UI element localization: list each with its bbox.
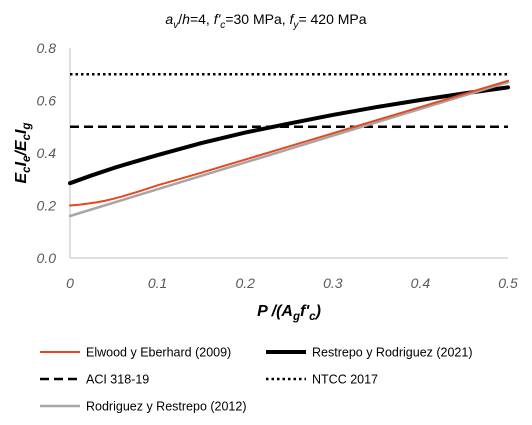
chart-title-text: av/h=4, f'c=30 MPa, fy= 420 MPa [165,11,366,31]
x-tick-label: 0.1 [148,275,167,291]
series-line-4 [68,80,510,218]
axes [69,48,508,259]
series-line-1 [68,85,510,186]
x-axis-title: P /(Agf'c) [257,303,321,323]
y-tick-label: 0.4 [37,145,57,161]
y-axis-title-text: EcIe/EcIg [13,123,33,184]
x-tick-label: 0.4 [411,275,431,291]
series-line-0 [69,79,509,207]
x-tick-label: 0 [66,275,74,291]
x-axis-title-text: P /(Agf'c) [257,303,321,323]
legend-label: Elwood y Eberhard (2009) [86,346,231,360]
legend-label: ACI 318-19 [86,373,149,387]
y-tick-label: 0.8 [37,40,57,56]
legend-label: Rodriguez y Restrepo (2012) [86,400,247,414]
y-tick-label: 0.2 [37,198,57,214]
legend: Elwood y Eberhard (2009) Restrepo y Rodri… [40,346,473,414]
y-axis-title: EcIe/EcIg [13,123,33,184]
chart-title: av/h=4, f'c=30 MPa, fy= 420 MPa [165,11,366,31]
x-tick-label: 0.3 [323,275,343,291]
axis-ticks: 0.0 0.2 0.4 0.6 0.8 0 0.1 0.2 0.3 0.4 0.5 [37,40,518,291]
plot-series [68,73,510,218]
y-tick-label: 0.0 [37,250,57,266]
x-tick-label: 0.2 [235,275,255,291]
legend-label: Restrepo y Rodriguez (2021) [312,346,473,360]
legend-label: NTCC 2017 [312,373,378,387]
x-tick-label: 0.5 [498,275,518,291]
y-tick-label: 0.6 [37,93,57,109]
